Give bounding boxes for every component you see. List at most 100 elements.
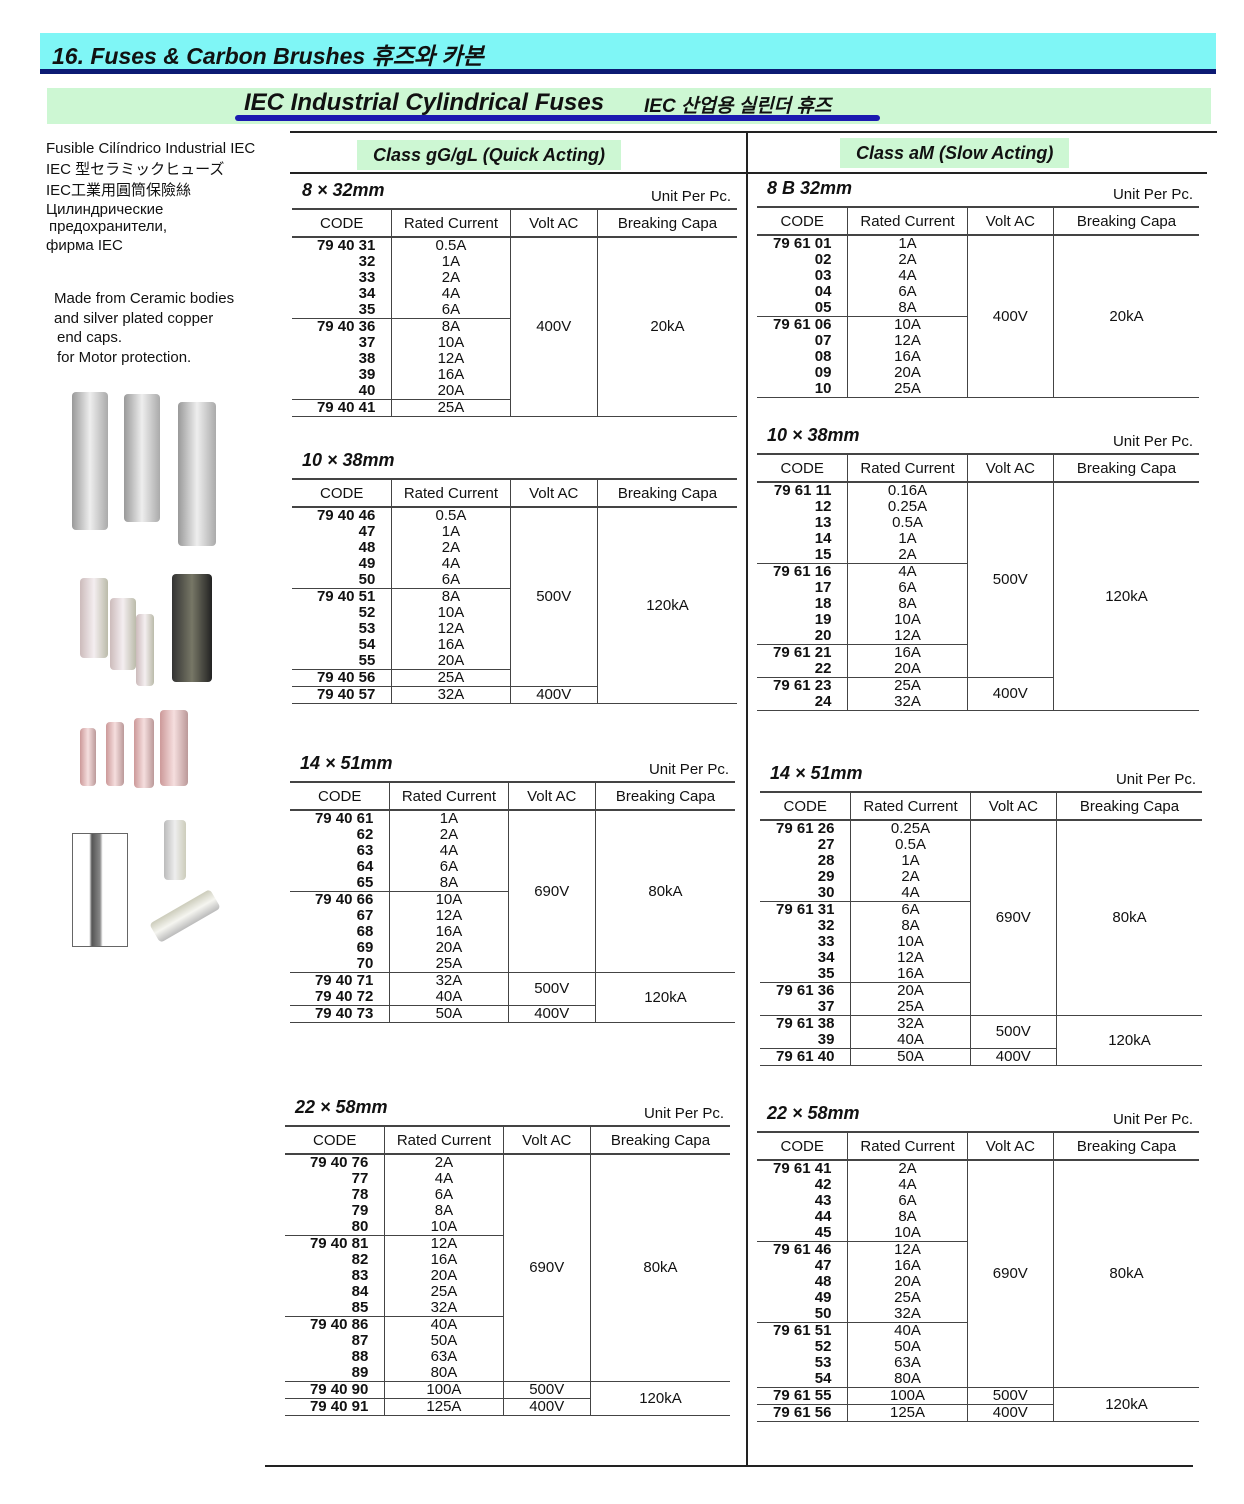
product-code: 79	[351, 1202, 369, 1219]
product-code: 03	[814, 267, 832, 284]
product-code: 70	[356, 955, 374, 972]
product-code: 30	[817, 884, 835, 901]
rated-current: 0.25A	[890, 820, 931, 837]
column-header-volt: Volt AC	[969, 791, 1057, 821]
column-header-volt: Volt AC	[509, 478, 598, 508]
fuse-image	[160, 710, 188, 786]
column-header-code: CODE	[757, 206, 848, 236]
product-code: 79 40 66	[314, 891, 374, 908]
rated-current: 10A	[897, 933, 924, 950]
code-cell: 79 40 91	[285, 1398, 385, 1416]
table-row: 79 61 06 07 08 09 10 10A 12A 16A 20A 25A	[757, 316, 1199, 398]
desc-line: and silver plated copper	[54, 309, 214, 327]
product-code: 17	[814, 579, 832, 596]
product-code: 79 40 71	[314, 972, 374, 989]
bottom-rule	[265, 1465, 1193, 1467]
fuse-spec-table: CODE Rated Current Volt AC Breaking Capa 79 …	[292, 478, 737, 704]
product-code: 52	[814, 1338, 832, 1355]
fuse-spec-table: CODE Rated Current Volt AC Breaking Capa 79 …	[285, 1125, 730, 1416]
header-row: CODE Rated Current Volt AC Breaking Capa	[290, 781, 735, 811]
rated-current: 1A	[898, 235, 917, 252]
voltage-cell: 400V	[966, 677, 1054, 711]
current-cell: 0.16A 0.25A 0.5A 1A 2A	[847, 482, 968, 564]
column-header-current: Rated Current	[384, 1125, 504, 1155]
code-cell: 79 40 81 82 83 84 85	[285, 1235, 385, 1317]
rated-current: 12A	[894, 1241, 921, 1258]
product-code: 80	[351, 1218, 369, 1235]
current-cell: 40A 50A 63A 80A	[384, 1316, 504, 1382]
product-code: 08	[814, 348, 832, 365]
product-code: 50	[358, 571, 376, 588]
fuse-image	[164, 820, 186, 880]
product-code: 55	[358, 652, 376, 669]
rated-current: 25A	[437, 669, 465, 686]
table-row: 79 40 46 47 48 49 50 0.5A 1A 2A 4A 6A 500V 120kA	[292, 507, 737, 704]
current-cell: 25A 32A	[847, 677, 968, 711]
column-header-current: Rated Current	[847, 206, 968, 236]
voltage-cell: 400V	[966, 1404, 1054, 1422]
product-code: 79 61 23	[773, 677, 832, 694]
voltage-cell: 400V	[509, 686, 598, 704]
fuse-image	[80, 728, 96, 786]
product-code: 79 40 41	[316, 399, 376, 416]
rated-current: 40A	[430, 1316, 458, 1333]
breaking-capacity-cell: 120kA	[1053, 1387, 1199, 1422]
code-cell: 79 40 66 67 68 69 70	[290, 891, 390, 973]
column-header-code: CODE	[292, 478, 392, 508]
rated-current: 6A	[441, 571, 461, 588]
rated-current: 1A	[441, 253, 461, 270]
rated-current: 2A	[441, 539, 461, 556]
rated-current: 50A	[897, 1048, 924, 1065]
table-row: 79 40 90 100A 500V 120kA	[285, 1381, 730, 1416]
multilingual-names: Fusible Cilíndrico Industrial IEC IEC 型セ…	[46, 138, 255, 256]
product-code: 79 61 51	[773, 1322, 832, 1339]
rated-current: 4A	[434, 1170, 454, 1187]
current-cell: 50A	[389, 1005, 509, 1023]
column-header-breaking: Breaking Capa	[596, 208, 737, 238]
product-code: 79 61 21	[773, 644, 832, 661]
table-size-title: 8 B 32mm	[767, 178, 853, 198]
rated-current: 8A	[898, 595, 917, 612]
rated-current: 0.5A	[435, 507, 467, 524]
table-row: 79 40 81 82 83 84 85 12A 16A 20A 25A 32A	[285, 1235, 730, 1317]
column-header-current: Rated Current	[850, 791, 971, 821]
breaking-capacity-cell: 120kA	[594, 972, 735, 1023]
rated-current: 32A	[430, 1299, 458, 1316]
rated-current: 10A	[430, 1218, 458, 1235]
code-cell: 79 40 61 62 63 64 65	[290, 810, 390, 892]
current-cell: 32A 40A	[389, 972, 509, 1006]
product-code: 83	[351, 1267, 369, 1284]
product-code: 07	[814, 332, 832, 349]
product-code: 43	[814, 1192, 832, 1209]
rated-current: 0.5A	[435, 237, 467, 254]
rated-current: 25A	[435, 955, 463, 972]
current-cell: 50A	[850, 1048, 971, 1066]
product-code: 79 40 90	[309, 1381, 369, 1398]
code-cell: 79 40 46 47 48 49 50	[292, 507, 392, 589]
column-header-breaking: Breaking Capa	[594, 781, 735, 811]
unit-label: Unit Per Pc.	[1112, 433, 1193, 450]
product-code: 19	[814, 611, 832, 628]
rated-current: 20A	[437, 382, 465, 399]
code-cell: 79 40 57	[292, 686, 392, 704]
code-cell: 79 61 56	[757, 1404, 848, 1422]
product-code: 32	[817, 917, 835, 934]
current-cell: 10A 12A 16A 20A 25A	[847, 316, 968, 398]
breaking-capacity-cell: 80kA	[1053, 1160, 1199, 1388]
product-code: 02	[814, 251, 832, 268]
breaking-capacity-cell: 120kA	[1053, 482, 1199, 711]
table-row: 79 40 51 52 53 54 55 8A 10A 12A 16A 20A	[292, 588, 737, 670]
product-code: 20	[814, 627, 832, 644]
product-code: 40	[358, 382, 376, 399]
table-size-title: 8 × 32mm	[302, 180, 385, 200]
product-code: 37	[358, 334, 376, 351]
product-code: 79 61 06	[773, 316, 832, 333]
table-row: 79 61 36 37 20A 25A	[760, 982, 1202, 1016]
product-code: 79 40 91	[309, 1398, 369, 1415]
rated-current: 12A	[894, 627, 921, 644]
table-row: 79 40 86 87 88 89 40A 50A 63A 80A	[285, 1316, 730, 1382]
rated-current: 2A	[434, 1154, 454, 1171]
rated-current: 0.25A	[887, 498, 928, 515]
product-code: 63	[356, 842, 374, 859]
product-code: 79 61 40	[776, 1048, 835, 1065]
